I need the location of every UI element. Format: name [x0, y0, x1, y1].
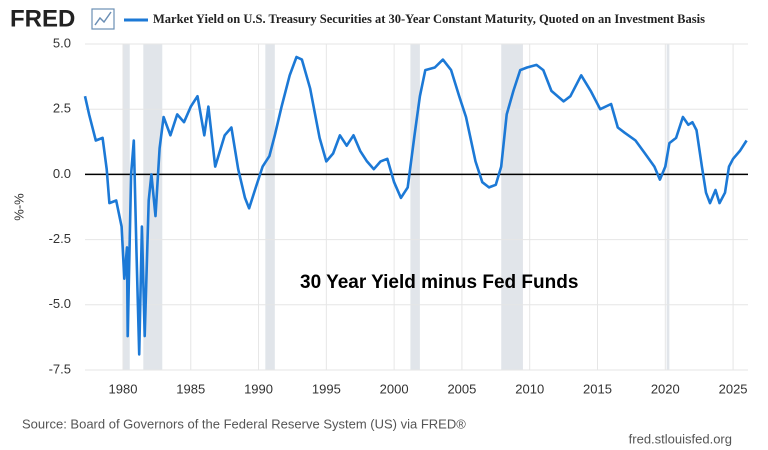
legend-label: Market Yield on U.S. Treasury Securities… [153, 12, 705, 26]
x-tick-label: 2000 [380, 381, 409, 396]
x-tick-label: 2015 [583, 381, 612, 396]
brand-logo: FRED [10, 5, 75, 32]
logo-icon [91, 8, 115, 30]
y-tick-label: -2.5 [49, 231, 71, 246]
series-line [83, 55, 748, 356]
x-tick-label: 2005 [447, 381, 476, 396]
x-tick-label: 1985 [176, 381, 205, 396]
recession-band [122, 44, 130, 370]
y-tick-label: -7.5 [49, 361, 71, 376]
x-tick-label: 1980 [109, 381, 138, 396]
x-tick-label: 2020 [651, 381, 680, 396]
recession-band [143, 44, 163, 370]
x-tick-label: 2010 [515, 381, 544, 396]
source-note: Source: Board of Governors of the Federa… [22, 416, 466, 431]
site-url: fred.stlouisfed.org [629, 431, 732, 446]
recession-band [265, 44, 275, 370]
y-tick-label: 0.0 [53, 166, 71, 181]
x-tick-label: 1995 [312, 381, 341, 396]
y-tick-label: 5.0 [53, 35, 71, 50]
y-tick-label: 2.5 [53, 101, 71, 116]
recession-band [666, 44, 670, 370]
y-tick-label: -5.0 [49, 296, 71, 311]
y-axis-label: %-% [11, 193, 26, 221]
x-tick-label: 1990 [244, 381, 273, 396]
recession-band [410, 44, 420, 370]
annotation: 30 Year Yield minus Fed Funds [300, 272, 578, 293]
x-tick-label: 2025 [719, 381, 748, 396]
